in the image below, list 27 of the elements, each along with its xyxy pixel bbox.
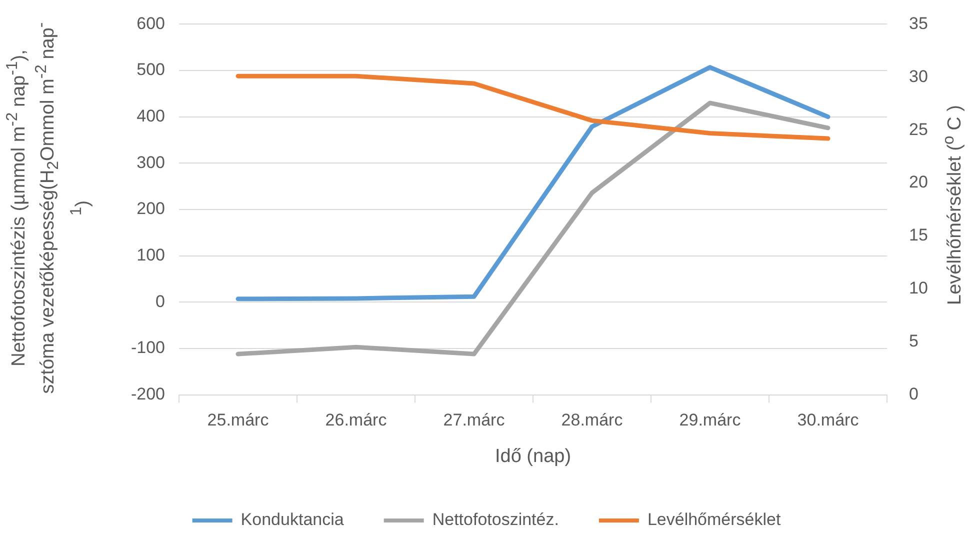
y-tick-label: 200 — [136, 199, 165, 218]
legend-label: Konduktancia — [240, 510, 344, 530]
x-tick-label: 26.márc — [325, 410, 388, 430]
y-tick-label: 600 — [136, 14, 165, 33]
y2-tick-label: 20 — [909, 172, 928, 192]
y2-tick-label: 25 — [909, 120, 928, 139]
y2-tick-label: 5 — [909, 332, 918, 351]
x-tick-label: 27.márc — [443, 410, 506, 430]
y-tick-label: 500 — [136, 60, 165, 80]
y2-tick-label: 0 — [909, 384, 918, 404]
x-tick-label: 29.márc — [679, 410, 742, 430]
y-tick-label: -200 — [130, 384, 165, 404]
y2-tick-label: 15 — [909, 226, 928, 245]
y2-tick-label: 30 — [909, 66, 928, 86]
y2-tick-label: 35 — [909, 14, 928, 33]
y-tick-label: -100 — [130, 338, 165, 358]
y-tick-label: 400 — [136, 106, 165, 126]
y-tick-label: 300 — [136, 152, 165, 172]
y-tick-label: 0 — [156, 292, 165, 311]
legend-label: Nettofotoszintéz. — [432, 510, 559, 530]
x-tick-label: 25.márc — [207, 410, 270, 430]
x-tick-label: 30.márc — [797, 410, 860, 430]
y2-tick-label: 10 — [909, 278, 928, 298]
x-tick-label: 28.márc — [561, 410, 624, 430]
legend-label: Levélhőmérséklet — [647, 510, 781, 530]
x-axis-title: Idő (nap) — [494, 446, 572, 467]
y-tick-label: 100 — [136, 246, 165, 265]
